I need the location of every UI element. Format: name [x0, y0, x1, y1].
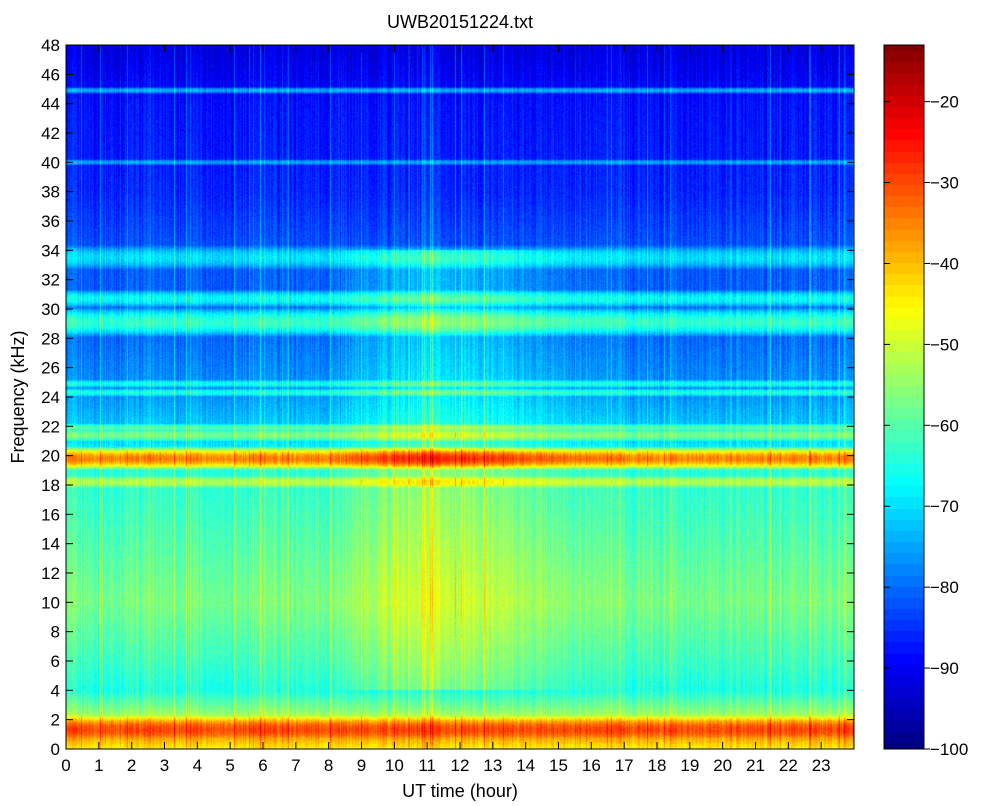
x-tick-label: 23	[812, 756, 831, 775]
x-tick-label: 8	[324, 756, 333, 775]
y-tick-label: 44	[41, 95, 60, 114]
x-tick-label: 4	[193, 756, 202, 775]
y-tick-label: 10	[41, 593, 60, 612]
y-tick-label: 4	[51, 681, 60, 700]
colorbar-tick-label: −70	[930, 497, 959, 516]
x-tick-label: 20	[713, 756, 732, 775]
x-tick-label: 14	[516, 756, 535, 775]
y-tick-label: 38	[41, 183, 60, 202]
y-tick-label: 34	[41, 241, 60, 260]
x-tick-label: 17	[615, 756, 634, 775]
y-tick-label: 22	[41, 417, 60, 436]
x-tick-label: 11	[418, 756, 436, 775]
y-axis-label: Frequency (kHz)	[8, 330, 28, 463]
y-tick-label: 6	[51, 652, 60, 671]
y-tick-label: 16	[41, 505, 60, 524]
y-tick-label: 12	[41, 564, 60, 583]
x-tick-label: 1	[94, 756, 103, 775]
x-tick-label: 15	[549, 756, 568, 775]
colorbar-gradient	[884, 45, 924, 749]
chart-title: UWB20151224.txt	[387, 12, 533, 32]
x-tick-label: 12	[451, 756, 470, 775]
colorbar-ticks: −100 −90 −80 −70 −60 −50 −40 −30 −20	[884, 93, 968, 759]
y-tick-label: 46	[41, 65, 60, 84]
colorbar-tick-label: −30	[930, 174, 959, 193]
x-tick-label: 5	[225, 756, 234, 775]
colorbar-tick-label: −80	[930, 578, 959, 597]
y-tick-label: 28	[41, 329, 60, 348]
y-tick-label: 48	[41, 36, 60, 55]
colorbar-tick-label: −20	[930, 93, 959, 112]
colorbar-tick-label: −50	[930, 335, 959, 354]
colorbar-tick-label: −90	[930, 659, 959, 678]
x-tick-label: 10	[385, 756, 404, 775]
x-tick-label: 3	[160, 756, 169, 775]
colorbar-tick-label: −40	[930, 254, 959, 273]
x-tick-label: 13	[483, 756, 502, 775]
x-tick-label: 2	[127, 756, 136, 775]
x-tick-label: 7	[291, 756, 300, 775]
y-tick-label: 18	[41, 476, 60, 495]
x-tick-label: 22	[779, 756, 798, 775]
y-tick-label: 0	[51, 740, 60, 759]
heatmap-canvas	[66, 45, 854, 749]
y-tick-label: 42	[41, 124, 60, 143]
y-tick-label: 2	[51, 711, 60, 730]
x-tick-label: 19	[680, 756, 699, 775]
x-tick-label: 0	[61, 756, 70, 775]
y-tick-label: 32	[41, 271, 60, 290]
heatmap-area	[66, 45, 854, 749]
x-tick-label: 16	[582, 756, 601, 775]
x-tick-label: 9	[357, 756, 366, 775]
y-tick-label: 14	[41, 535, 60, 554]
y-tick-label: 26	[41, 359, 60, 378]
y-tick-label: 30	[41, 300, 60, 319]
y-tick-label: 24	[41, 388, 60, 407]
colorbar: −100 −90 −80 −70 −60 −50 −40 −30 −20	[883, 44, 968, 759]
y-tick-label: 36	[41, 212, 60, 231]
x-tick-label: 6	[258, 756, 267, 775]
y-tick-label: 20	[41, 447, 60, 466]
colorbar-tick-label: −60	[930, 416, 959, 435]
x-axis: 0 1 2 3 4 5 6 7 8 9 10 11 12 13 14 15 16 17 18 19 20 21 22 23	[61, 45, 831, 775]
y-tick-label: 40	[41, 153, 60, 172]
colorbar-tick-label: −100	[930, 740, 968, 759]
x-tick-label: 21	[746, 756, 765, 775]
colorbar-frame	[883, 44, 925, 750]
y-axis: 0246810121416182022242628303234363840424…	[41, 36, 854, 759]
y-tick-label: 8	[51, 623, 60, 642]
x-axis-label: UT time (hour)	[402, 781, 518, 801]
x-tick-label: 18	[648, 756, 667, 775]
